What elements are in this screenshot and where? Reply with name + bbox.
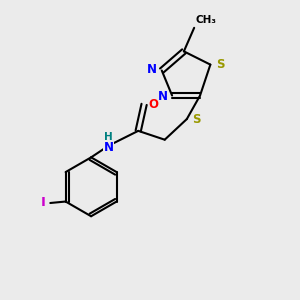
Text: S: S [216, 58, 224, 71]
Text: N: N [104, 141, 114, 154]
Text: N: N [158, 91, 168, 103]
Text: S: S [192, 112, 201, 126]
Text: I: I [41, 196, 46, 209]
Text: CH₃: CH₃ [196, 15, 217, 25]
Text: N: N [147, 62, 158, 76]
Text: O: O [148, 98, 158, 111]
Text: H: H [104, 132, 113, 142]
